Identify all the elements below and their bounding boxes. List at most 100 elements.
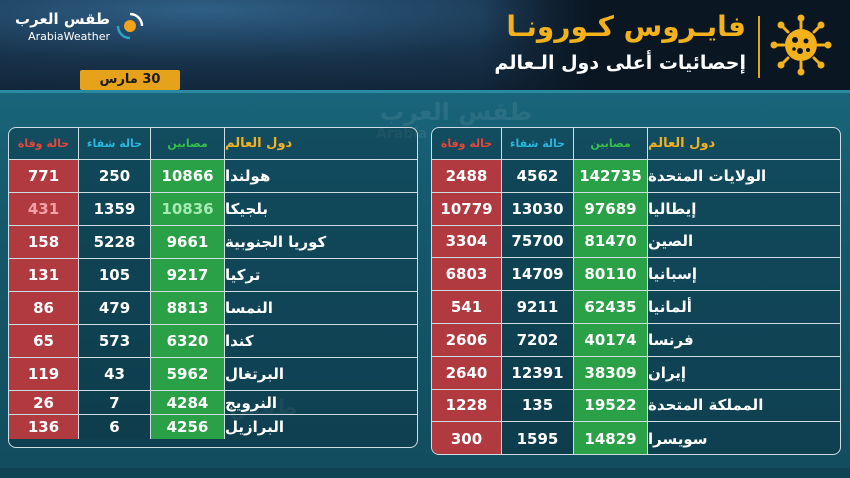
country-cell: المملكة المتحدة [648,396,764,415]
recovered-cell: 7202 [502,323,574,356]
table-row: 6803 14709 80110 إسبانيا [432,258,840,292]
header-divider [0,90,850,93]
country-cell: الولايات المتحدة [648,166,767,185]
deaths-cell: 2488 [432,160,502,192]
deaths-cell: 131 [9,259,79,291]
deaths-cell: 541 [432,291,502,323]
logo[interactable]: طقس العرب ArabiaWeather [14,8,144,48]
table-row: 1228 135 19522 المملكة المتحدة [432,389,840,423]
recovered-cell: 5228 [79,226,151,258]
cases-cell: 9661 [151,226,225,258]
cases-cell: 19522 [574,389,648,422]
title-block: فايـروس كـورونـا إحصائيات أعلى دول الـعا… [476,8,836,84]
cases-cell: 38309 [574,356,648,389]
country-cell: بلجيكا [225,200,269,218]
table-header: حالة وفاة حالة شفاء مصابين دول العالم [9,128,417,160]
table-row: 26 7 4284 النرويج [9,391,417,415]
footer-strip [0,468,850,478]
country-cell: إيران [648,363,687,382]
country-cell: هولندا [225,167,271,185]
cases-cell: 6320 [151,325,225,357]
page-subtitle: إحصائيات أعلى دول الـعالم [494,52,746,74]
table-row: 131 105 9217 تركيا [9,259,417,292]
recovered-cell: 13030 [502,192,574,225]
title-divider [758,16,760,78]
deaths-cell: 158 [9,226,79,258]
cases-cell: 40174 [574,323,648,356]
country-cell: تركيا [225,266,261,284]
country-cell: كوريا الجنوبية [225,233,327,251]
page-title: فايـروس كـورونـا [506,10,746,43]
cases-cell: 8813 [151,292,225,324]
country-cell: البرتغال [225,365,284,383]
recovered-cell: 1595 [502,422,574,454]
country-cell: الصين [648,232,694,251]
sun-logo-icon [116,12,144,40]
table-row: 2640 12391 38309 إيران [432,356,840,390]
watermark-ar: طقس العرب [380,98,532,126]
table-row: 771 250 10866 هولندا [9,160,417,193]
virus-icon [770,14,832,76]
cases-cell: 62435 [574,291,648,323]
country-cell: كندا [225,332,254,350]
deaths-cell: 65 [9,325,79,357]
cases-cell: 14829 [574,422,648,454]
recovered-cell: 4562 [502,160,574,192]
cases-cell: 4284 [151,391,225,414]
country-cell: إسبانيا [648,265,698,284]
cases-cell: 142735 [574,160,648,192]
recovered-cell: 7 [79,391,151,414]
deaths-cell: 3304 [432,225,502,258]
table-row: 2488 4562 142735 الولايات المتحدة [432,160,840,193]
header-recovered: حالة شفاء [502,128,574,159]
recovered-cell: 135 [502,389,574,422]
deaths-cell: 10779 [432,192,502,225]
country-cell: النرويج [225,393,277,412]
cases-cell: 81470 [574,225,648,258]
cases-cell: 10836 [151,193,225,225]
recovered-cell: 573 [79,325,151,357]
country-cell: فرنسا [648,330,694,349]
country-cell: ألمانيا [648,298,692,317]
header-cases: مصابين [574,128,648,159]
deaths-cell: 119 [9,358,79,390]
date-badge: 30 مارس [80,70,180,90]
header-country: دول العالم [225,136,293,151]
cases-cell: 80110 [574,258,648,291]
recovered-cell: 9211 [502,291,574,323]
table-row: 2606 7202 40174 فرنسا [432,323,840,357]
country-cell: النمسا [225,299,273,317]
deaths-cell: 26 [9,391,79,414]
deaths-cell: 2606 [432,323,502,356]
cases-cell: 4256 [151,415,225,439]
cases-cell: 10866 [151,160,225,192]
recovered-cell: 250 [79,160,151,192]
table-row: 65 573 6320 كندا [9,325,417,358]
recovered-cell: 105 [79,259,151,291]
cases-cell: 97689 [574,192,648,225]
logo-text-en: ArabiaWeather [28,30,110,43]
header-cases: مصابين [151,128,225,159]
recovered-cell: 14709 [502,258,574,291]
recovered-cell: 43 [79,358,151,390]
deaths-cell: 1228 [432,389,502,422]
deaths-cell: 6803 [432,258,502,291]
cases-cell: 9217 [151,259,225,291]
table-row: 431 1359 10836 بلجيكا [9,193,417,226]
recovered-cell: 75700 [502,225,574,258]
deaths-cell: 2640 [432,356,502,389]
recovered-cell: 479 [79,292,151,324]
deaths-cell: 86 [9,292,79,324]
table-row: 158 5228 9661 كوريا الجنوبية [9,226,417,259]
recovered-cell: 6 [79,415,151,439]
table-row: 300 1595 14829 سويسرا [432,422,840,454]
cases-cell: 5962 [151,358,225,390]
table-row: 86 479 8813 النمسا [9,292,417,325]
logo-text-ar: طقس العرب [15,10,110,28]
header-deaths: حالة وفاة [9,128,79,159]
stats-table-right: حالة وفاة حالة شفاء مصابين دول العالم 24… [431,127,841,455]
table-row: 136 6 4256 البرازيل [9,415,417,439]
table-row: 10779 13030 97689 إيطاليا [432,192,840,226]
recovered-cell: 12391 [502,356,574,389]
deaths-cell: 771 [9,160,79,192]
